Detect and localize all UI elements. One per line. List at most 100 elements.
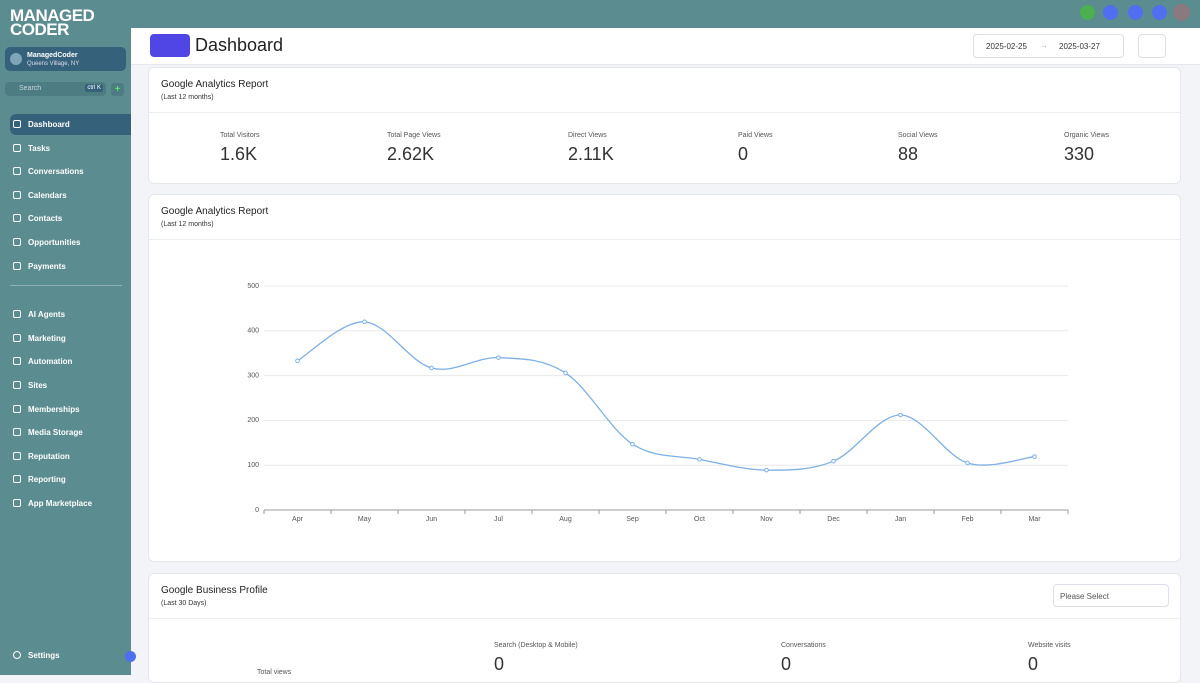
nav-item[interactable]: Payments [10, 256, 131, 277]
data-point [831, 458, 836, 464]
nav-item[interactable]: Automation [10, 351, 131, 372]
stats-card: Google Analytics Report (Last 12 months)… [148, 67, 1181, 184]
x-tick-label: Dec [827, 516, 840, 523]
nav-item[interactable]: App Marketplace [10, 493, 131, 514]
card-title: Google Business Profile [161, 585, 268, 596]
avatar[interactable] [1173, 4, 1190, 21]
divider [10, 285, 122, 286]
nav-icon [13, 190, 21, 199]
nav-item[interactable]: Media Storage [10, 422, 131, 443]
x-tick-label: Sep [626, 516, 639, 523]
data-point [295, 358, 300, 364]
nav-icon [13, 475, 21, 484]
y-tick-label: 300 [247, 372, 259, 379]
settings-link[interactable]: Settings [10, 645, 131, 666]
select-placeholder: Please Select [1060, 592, 1109, 601]
x-tick-label: Apr [292, 516, 304, 523]
y-tick-label: 400 [247, 328, 259, 335]
nav-item[interactable]: Memberships [10, 399, 131, 420]
data-point [764, 467, 769, 473]
card-subtitle: (Last 30 Days) [161, 600, 207, 607]
nav-item[interactable]: Calendars [10, 185, 131, 206]
nav-label: Reputation [28, 451, 70, 461]
nav-label: Calendars [28, 190, 67, 200]
x-tick-label: Jul [494, 516, 503, 523]
date-from: 2025-02-25 [986, 42, 1027, 51]
nav-item[interactable]: Sites [10, 375, 131, 396]
nav-label: Reporting [28, 475, 66, 485]
nav-item[interactable]: Marketing [10, 328, 131, 349]
stat-label: Website visits [1028, 642, 1071, 649]
call-icon[interactable] [1080, 5, 1095, 20]
stat-value: 0 [781, 654, 792, 674]
stat-value: 88 [898, 144, 919, 164]
edit-button[interactable] [1138, 34, 1166, 58]
page-title: Dashboard [195, 35, 284, 55]
stat-label: Total Page Views [387, 132, 441, 139]
stat-label: Conversations [781, 642, 826, 649]
nav-item[interactable]: Tasks [10, 138, 131, 159]
account-switcher[interactable]: ManagedCoder Queens Village, NY [5, 47, 126, 71]
x-tick-label: Jun [426, 516, 437, 523]
nav-icon [13, 143, 21, 152]
series-line [297, 321, 1035, 471]
nav-icon [13, 451, 21, 460]
card-subtitle: (Last 12 months) [161, 94, 214, 101]
chart-card: Google Analytics Report (Last 12 months)… [148, 194, 1181, 562]
nav-label: Memberships [28, 404, 80, 414]
account-icon [10, 53, 22, 65]
nav-item[interactable]: Contacts [10, 208, 131, 229]
nav-label: Dashboard [28, 120, 70, 129]
nav-icon [13, 499, 21, 507]
data-point [630, 441, 635, 447]
nav-item[interactable]: Reporting [10, 469, 131, 490]
separator [149, 618, 1180, 619]
x-tick-label: Oct [694, 516, 705, 523]
account-name: ManagedCoder [27, 52, 78, 59]
data-point [965, 460, 970, 466]
logo: MANAGED CODER [10, 7, 95, 39]
data-point [362, 319, 367, 325]
stat-value: 2.62K [387, 144, 435, 164]
x-tick-label: Feb [961, 516, 973, 523]
nav-item[interactable]: Opportunities [10, 232, 131, 253]
data-point [429, 365, 434, 371]
y-tick-label: 500 [247, 283, 259, 290]
period-select[interactable]: Please Select [1053, 584, 1169, 607]
search-placeholder: Search [19, 85, 42, 92]
x-tick-label: May [358, 516, 372, 523]
nav-label: Settings [28, 651, 60, 660]
nav-item[interactable]: Conversations [10, 161, 131, 182]
layout-toggle[interactable] [150, 34, 190, 57]
nav-label: Automation [28, 357, 73, 367]
nav-item[interactable]: AI Agents [10, 304, 131, 325]
y-tick-label: 0 [255, 507, 259, 514]
date-range[interactable]: 2025-02-25 → 2025-03-27 [973, 34, 1124, 58]
x-tick-label: Nov [760, 516, 773, 523]
nav-label: Payments [28, 261, 66, 271]
top-strip [0, 0, 1200, 28]
notify-icon[interactable] [1128, 5, 1143, 20]
nav-icon [13, 120, 21, 128]
nav-item[interactable]: Reputation [10, 446, 131, 467]
nav-icon [13, 310, 21, 319]
nav-icon [13, 381, 21, 389]
search-shortcut: ctrl K [85, 84, 103, 92]
search-box[interactable]: Search ctrl K [5, 82, 106, 96]
nav-icon [13, 404, 21, 413]
collapse-button[interactable] [125, 651, 136, 662]
quick-add[interactable]: + [111, 83, 124, 96]
nav-item[interactable]: Dashboard [10, 114, 131, 135]
stat-label: Social Views [898, 132, 938, 139]
stat-value: 2.11K [568, 144, 614, 164]
nav-label: Marketing [28, 333, 66, 343]
data-point [898, 412, 903, 418]
announce-icon[interactable] [1103, 5, 1118, 20]
logo-line: CODER [10, 20, 69, 39]
help-icon[interactable] [1152, 5, 1167, 20]
business-card: Google Business Profile (Last 30 Days) P… [148, 573, 1181, 683]
x-tick-label: Mar [1028, 516, 1041, 523]
nav-label: Media Storage [28, 428, 83, 438]
nav-label: Tasks [28, 143, 51, 153]
